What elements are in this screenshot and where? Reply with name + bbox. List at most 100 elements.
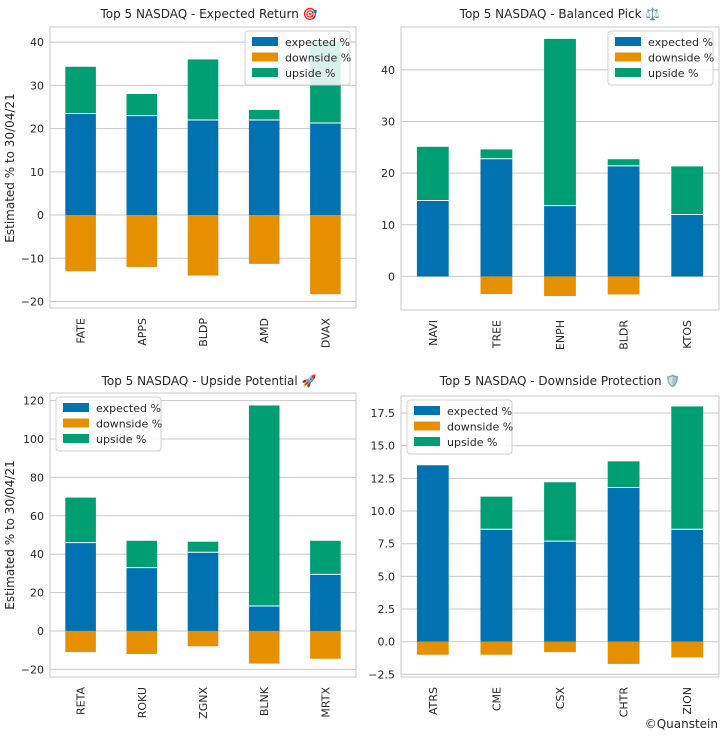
plot-frame <box>400 395 720 678</box>
y-tick-label: 20 <box>30 587 44 600</box>
chart-legend: expected % downside % upside % <box>244 30 351 86</box>
chart-panel-1: −20 −10 0 10 20 30 40 FATE APPS BLDP AMD DVAX Top 5 … <box>3 7 357 349</box>
bar-downside-atrs <box>416 641 449 655</box>
bar-downside-zion <box>671 641 704 658</box>
bar-upside-enph <box>544 38 576 206</box>
bar-upside-fate <box>65 66 96 114</box>
legend-swatch-upside <box>615 68 641 77</box>
bar-expected-zgnx <box>187 552 219 631</box>
legend-swatch-expected <box>414 406 440 415</box>
y-tick-label: 17.5 <box>371 407 396 420</box>
chart-title: Top 5 NASDAQ - Expected Return 🎯 <box>99 7 317 21</box>
x-tick-label: TREE <box>490 320 503 349</box>
legend-label-expected: expected % <box>447 405 512 418</box>
y-tick-label: 80 <box>30 471 44 484</box>
bar-downside-apps <box>126 215 158 267</box>
chart-title: Top 5 NASDAQ - Downside Protection 🛡️ <box>439 374 681 388</box>
chart-title: Top 5 NASDAQ - Upside Potential 🚀 <box>101 374 317 388</box>
chart-panel-3: −20 0 20 40 60 80 100 120 RETA ROKU ZGNX BLNK MRTX To… <box>3 374 357 719</box>
bar-downside-enph <box>544 276 576 297</box>
bar-expected-tree <box>480 158 513 277</box>
x-tick-label: CSX <box>554 687 567 710</box>
chart-legend: expected % downside % upside % <box>55 396 162 452</box>
bar-downside-roku <box>126 630 158 654</box>
x-tick-label: ZGNX <box>197 687 210 719</box>
bar-upside-bldp <box>187 59 219 120</box>
chart-panel-4: −2.5 0.0 2.5 5.0 7.5 10.0 12.5 15.0 17.5 ATRS CME C… <box>368 374 720 717</box>
bar-upside-chtr <box>607 461 640 488</box>
y-axis-label: Estimated % to 30/04/21 <box>3 93 17 242</box>
plot-frame <box>400 26 720 311</box>
y-tick-label: 15.0 <box>371 440 396 453</box>
legend-label-expected: expected % <box>648 36 713 49</box>
bar-expected-fate <box>65 113 96 216</box>
y-tick-label: 2.5 <box>378 603 396 616</box>
y-tick-label: 20 <box>381 167 395 180</box>
y-tick-label: 10 <box>381 219 395 232</box>
bar-upside-cme <box>480 496 513 530</box>
bar-upside-reta <box>65 497 96 543</box>
x-tick-label: BLNK <box>258 686 271 716</box>
bar-upside-apps <box>126 94 158 116</box>
chart-panel-2: 0 10 20 30 40 NAVI TREE ENPH BLDR KTOS Top 5 NASDA… <box>381 7 720 350</box>
y-tick-label: −10 <box>21 252 44 265</box>
x-tick-label: MRTX <box>319 687 332 718</box>
y-tick-label: 0.0 <box>378 636 396 649</box>
bar-expected-blnk <box>248 606 280 631</box>
legend-label-upside: upside % <box>96 433 146 446</box>
chart-title: Top 5 NASDAQ - Balanced Pick ⚖️ <box>459 7 661 21</box>
bar-expected-bldp <box>187 119 219 216</box>
bar-upside-csx <box>544 482 576 542</box>
legend-swatch-downside <box>615 52 641 62</box>
bar-downside-csx <box>544 641 576 653</box>
bar-downside-bldp <box>187 215 219 276</box>
y-tick-label: 30 <box>30 79 44 92</box>
y-tick-label: 7.5 <box>378 538 396 551</box>
bar-expected-navi <box>416 200 449 277</box>
bar-upside-ktos <box>671 166 704 215</box>
bar-upside-roku <box>126 540 158 568</box>
chart-legend: expected % downside % upside % <box>406 399 513 455</box>
legend-swatch-upside <box>252 68 278 77</box>
plot-frame <box>49 26 357 309</box>
legend-label-downside: downside % <box>648 52 714 65</box>
y-tick-label: 20 <box>30 123 44 136</box>
bar-expected-roku <box>126 567 158 631</box>
y-tick-label: 0 <box>388 270 395 283</box>
bar-expected-apps <box>126 115 158 216</box>
bar-expected-mrtx <box>310 574 341 631</box>
x-tick-label: BLDP <box>197 318 210 347</box>
y-tick-label: 100 <box>23 433 44 446</box>
copyright-text: ©Quanstein <box>644 717 718 731</box>
legend-label-expected: expected % <box>285 36 350 49</box>
bar-expected-enph <box>544 205 576 277</box>
bar-downside-dvax <box>310 215 341 295</box>
y-axis-label: Estimated % to 30/04/21 <box>3 460 17 609</box>
bar-downside-mrtx <box>310 630 341 659</box>
legend-swatch-expected <box>615 37 641 46</box>
legend-label-expected: expected % <box>96 402 161 415</box>
x-tick-label: AMD <box>258 318 271 344</box>
y-tick-label: 10.0 <box>371 505 396 518</box>
legend-swatch-downside <box>414 421 440 431</box>
x-tick-label: DVAX <box>319 318 332 349</box>
y-tick-label: 12.5 <box>371 472 396 485</box>
bar-expected-cme <box>480 529 513 642</box>
legend-label-upside: upside % <box>285 67 335 80</box>
x-tick-label: KTOS <box>681 320 694 349</box>
bar-downside-tree <box>480 276 513 294</box>
bar-downside-fate <box>65 215 96 272</box>
y-tick-label: −20 <box>21 663 44 676</box>
x-tick-label: FATE <box>75 318 88 344</box>
legend-label-upside: upside % <box>447 436 497 449</box>
bar-downside-amd <box>248 215 280 264</box>
legend-swatch-downside <box>63 418 89 428</box>
y-tick-label: 10 <box>30 166 44 179</box>
bar-expected-chtr <box>607 487 640 642</box>
bar-expected-atrs <box>416 465 449 642</box>
y-tick-label: 40 <box>381 64 395 77</box>
bar-expected-zion <box>671 529 704 642</box>
x-tick-label: ZION <box>681 687 694 715</box>
y-tick-label: 40 <box>30 36 44 49</box>
legend-label-downside: downside % <box>96 418 162 431</box>
